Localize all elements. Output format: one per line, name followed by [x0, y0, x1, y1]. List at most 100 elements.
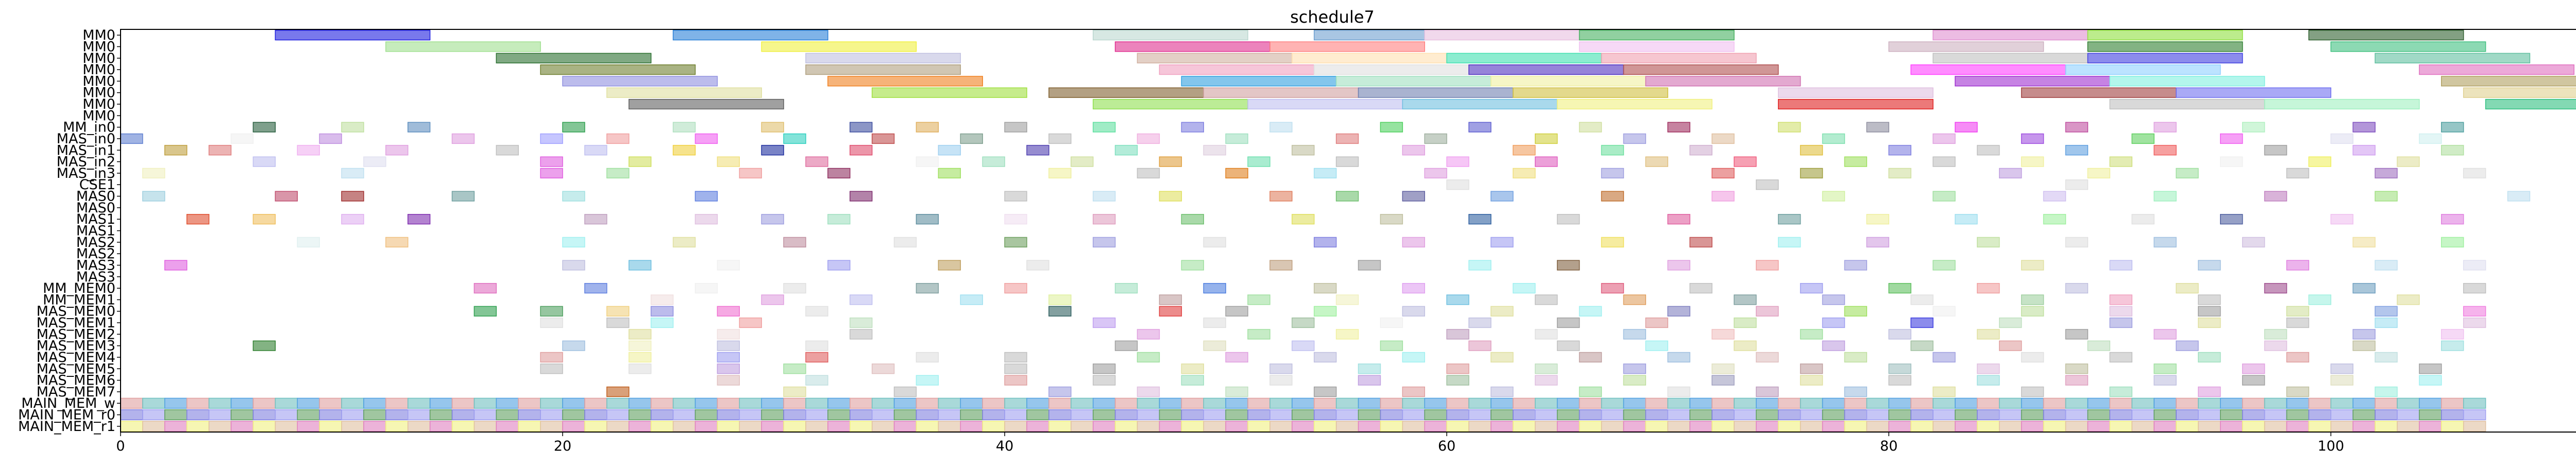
memory-cell [2375, 421, 2398, 432]
memory-cell [451, 409, 475, 421]
memory-cell [2220, 421, 2243, 432]
memory-cell [2131, 409, 2155, 421]
schedule-cell [916, 352, 939, 363]
memory-cell [1977, 409, 2000, 421]
memory-cell [1777, 409, 1801, 421]
memory-cell [960, 409, 983, 421]
schedule-cell [2375, 386, 2398, 397]
y-tick-label: MM_MEM0 [43, 280, 115, 296]
schedule-cell [562, 191, 585, 202]
schedule-cell [694, 283, 718, 294]
schedule-bar [2109, 98, 2265, 110]
schedule-cell [916, 375, 939, 386]
schedule-cell [982, 156, 1005, 167]
schedule-cell [850, 329, 873, 340]
schedule-bar [2485, 98, 2576, 110]
memory-cell [1822, 409, 1845, 421]
schedule-cell [2375, 191, 2398, 202]
schedule-cell [2352, 145, 2376, 156]
schedule-cell [1004, 283, 1027, 294]
schedule-cell [1933, 191, 1956, 202]
schedule-cell [1535, 363, 1558, 374]
memory-cell [120, 421, 143, 432]
memory-cell [1203, 421, 1226, 432]
memory-cell [208, 421, 232, 432]
memory-cell [562, 397, 585, 409]
schedule-cell [717, 260, 740, 271]
memory-cell [1048, 421, 1072, 432]
schedule-cell [805, 306, 828, 317]
schedule-cell [562, 237, 585, 247]
memory-cell [1048, 397, 1072, 409]
memory-cell [1026, 421, 1049, 432]
memory-cell [739, 409, 762, 421]
schedule-bar [1335, 76, 1492, 87]
memory-cell [1998, 397, 2022, 409]
schedule-cell [1468, 340, 1492, 351]
schedule-cell [1269, 191, 1293, 202]
schedule-cell [1556, 214, 1580, 225]
memory-cell [275, 409, 298, 421]
schedule-bar [805, 53, 961, 63]
memory-cell [297, 409, 320, 421]
y-tick-label: MM0 [82, 73, 115, 89]
y-tick-label: MAS_MEM0 [37, 304, 115, 320]
memory-cell [1159, 409, 1182, 421]
schedule-cell [2264, 145, 2287, 156]
schedule-cell [1711, 375, 1735, 386]
schedule-cell [650, 294, 674, 305]
schedule-cell [142, 168, 165, 179]
schedule-bar [1933, 30, 2089, 41]
schedule-cell [1623, 133, 1647, 144]
schedule-cell [2441, 122, 2464, 132]
memory-cell [1998, 421, 2022, 432]
memory-cell [783, 409, 806, 421]
schedule-cell [694, 214, 718, 225]
schedule-cell [871, 133, 895, 144]
schedule-cell [2043, 191, 2066, 202]
schedule-cell [1159, 306, 1182, 317]
schedule-cell [1004, 237, 1027, 247]
memory-cell [496, 409, 519, 421]
schedule-cell [1269, 260, 1293, 271]
memory-cell [2109, 397, 2132, 409]
schedule-cell [1313, 386, 1337, 397]
schedule-cell [1380, 214, 1403, 225]
memory-cell [1933, 409, 1956, 421]
schedule-cell [1711, 191, 1735, 202]
schedule-cell [1667, 386, 1690, 397]
schedule-bar [871, 87, 1027, 98]
schedule-cell [1380, 122, 1403, 132]
schedule-cell [606, 306, 630, 317]
memory-cell [1800, 421, 1823, 432]
memory-cell [1667, 421, 1690, 432]
memory-cell [1468, 397, 1492, 409]
schedule-cell [1601, 191, 1624, 202]
memory-cell [1866, 421, 1889, 432]
memory-cell [1579, 421, 1602, 432]
memory-cell [629, 397, 652, 409]
memory-cell [319, 409, 342, 421]
schedule-cell [1048, 133, 1072, 144]
schedule-cell [938, 168, 961, 179]
memory-cell [2087, 397, 2110, 409]
schedule-cell [1071, 156, 1094, 167]
schedule-cell [2242, 122, 2265, 132]
schedule-cell [2043, 214, 2066, 225]
memory-cell [385, 421, 409, 432]
schedule-cell [1092, 363, 1116, 374]
schedule-cell [1269, 375, 1293, 386]
memory-cell [1822, 397, 1845, 409]
schedule-cell [1402, 237, 1426, 247]
x-tick-label: 0 [116, 438, 125, 454]
memory-cell [1424, 421, 1447, 432]
memory-cell [1292, 397, 1315, 409]
schedule-bar [540, 64, 696, 75]
schedule-cell [1402, 386, 1426, 397]
memory-cell [1998, 409, 2022, 421]
memory-cell [1579, 409, 1602, 421]
memory-cell [2397, 397, 2420, 409]
memory-cell [2154, 421, 2177, 432]
schedule-cell [2242, 375, 2265, 386]
memory-cell [1335, 409, 1359, 421]
